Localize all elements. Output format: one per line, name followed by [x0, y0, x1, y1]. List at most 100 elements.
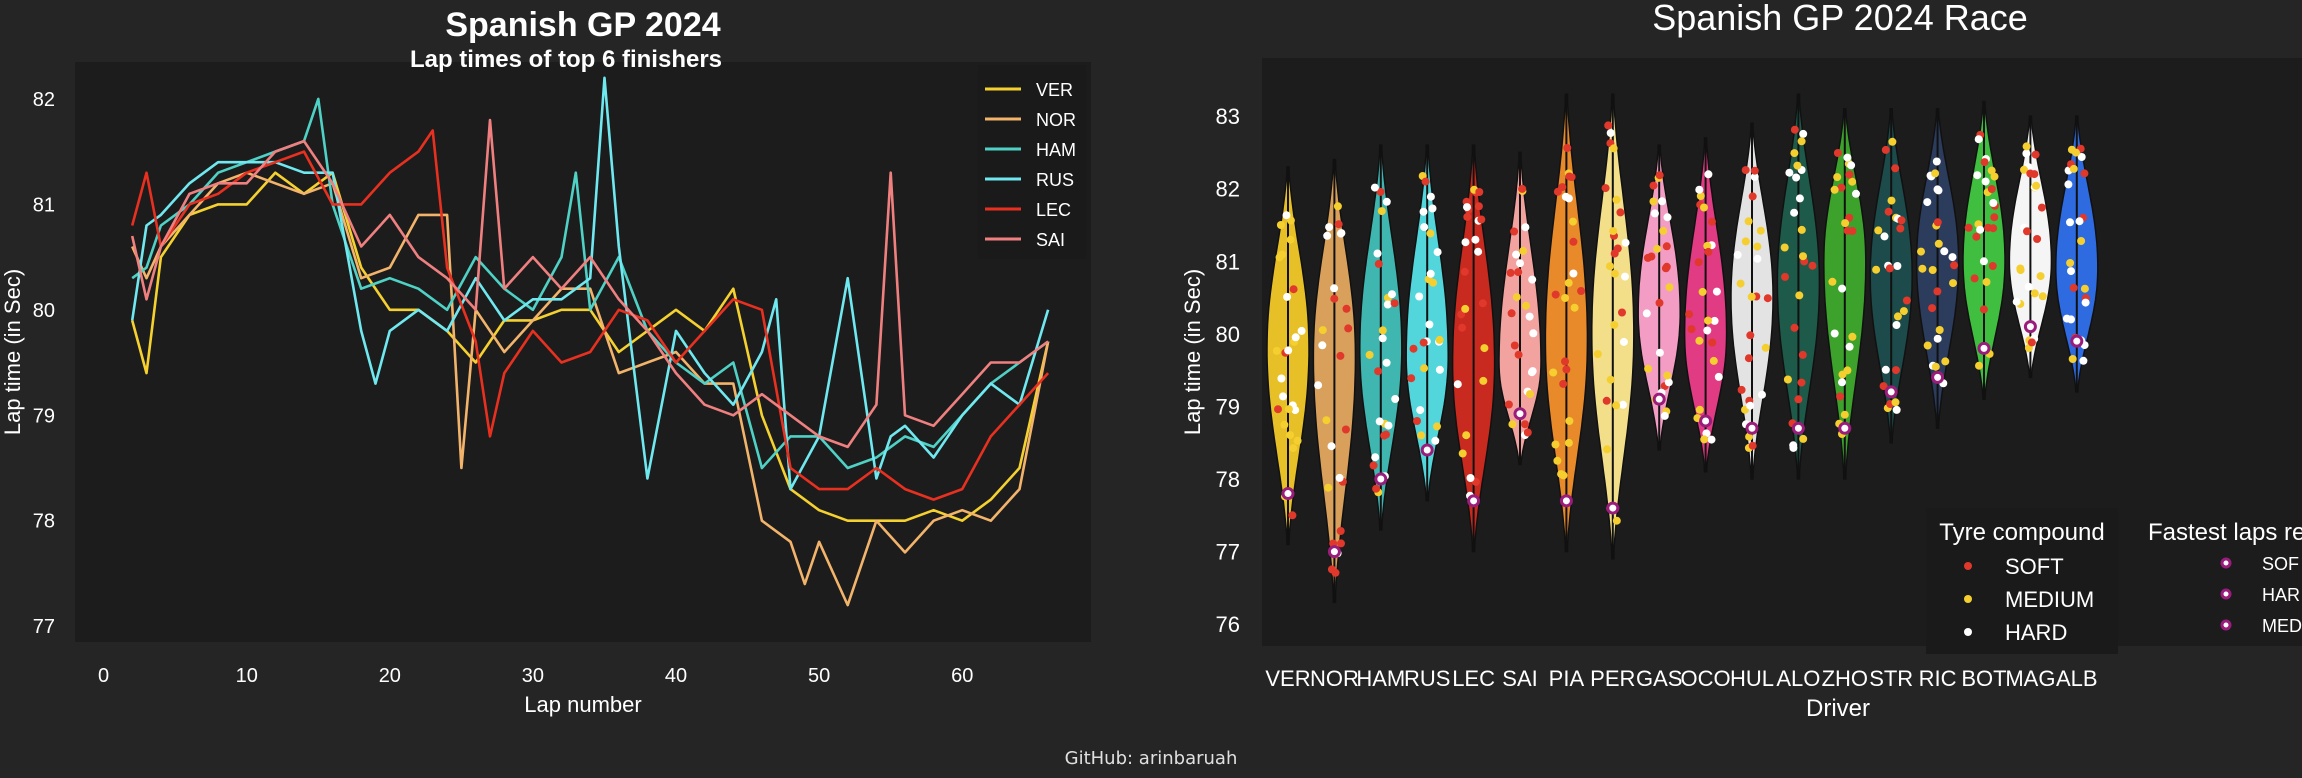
- lap-point-sai: [1512, 293, 1521, 302]
- left-y-tick-label: 81: [33, 194, 55, 216]
- lap-point-pia: [1564, 438, 1573, 447]
- lap-point-ver: [1272, 346, 1281, 355]
- lap-point-gas: [1664, 378, 1673, 387]
- lap-point-per: [1606, 262, 1614, 271]
- lap-point-per: [1621, 272, 1629, 281]
- tyre-compound-legend: Tyre compound SOFT MEDIUM HARD: [1926, 508, 2118, 654]
- lap-point-alb: [2064, 180, 2073, 189]
- driver-tick-bot: BOT: [1961, 666, 2006, 691]
- fastest-legend-label: MED: [2262, 616, 2302, 636]
- left-y-tick-label: 80: [33, 300, 55, 322]
- lap-point-nor: [1341, 425, 1350, 434]
- lap-point-ham: [1369, 461, 1378, 470]
- lap-point-hul: [1741, 166, 1750, 175]
- lap-point-rus: [1417, 431, 1426, 440]
- lap-point-zho: [1830, 329, 1839, 338]
- tyre-legend-marker-medium: [1964, 595, 1972, 603]
- lap-point-ham: [1382, 430, 1390, 439]
- lap-point-str: [1879, 382, 1888, 391]
- lap-point-ham: [1374, 367, 1383, 376]
- lap-point-ver: [1291, 333, 1300, 342]
- lap-point-ver: [1293, 436, 1302, 445]
- lap-point-sai: [1514, 350, 1523, 359]
- left-y-ticks: 77 78 79 80 81 82: [33, 89, 55, 638]
- lap-point-mag: [2030, 289, 2039, 298]
- lap-point-alb: [2069, 164, 2078, 173]
- lap-point-alb: [2067, 267, 2075, 276]
- lap-point-gas: [1650, 209, 1659, 218]
- lap-point-lec: [1479, 376, 1488, 385]
- lap-point-alo: [1785, 168, 1794, 177]
- lap-point-sai: [1504, 400, 1513, 409]
- lap-point-alb: [2066, 259, 2075, 267]
- lap-point-hul: [1746, 401, 1755, 410]
- fastest-lap-nor: [1327, 545, 1341, 559]
- lap-point-nor: [1318, 326, 1327, 335]
- lap-point-sai: [1523, 428, 1532, 437]
- left-x-tick-label: 0: [98, 665, 109, 687]
- series-line-lec: [130, 129, 1050, 501]
- lap-point-ric: [1928, 266, 1937, 274]
- lap-point-lec: [1474, 202, 1483, 211]
- lap-point-per: [1603, 445, 1612, 454]
- lap-point-pia: [1569, 217, 1577, 226]
- lap-point-ric: [1940, 247, 1949, 256]
- lap-point-per: [1609, 227, 1618, 236]
- lap-point-alo: [1790, 149, 1799, 158]
- fastest-lap-ric: [1931, 370, 1945, 384]
- lap-point-hul: [1753, 242, 1762, 251]
- lap-point-ham: [1374, 259, 1383, 268]
- lap-point-alo: [1799, 252, 1807, 261]
- lap-point-alo: [1790, 208, 1799, 217]
- lap-point-str: [1899, 307, 1908, 316]
- lap-point-per: [1619, 337, 1628, 346]
- lap-point-str: [1893, 262, 1902, 270]
- lap-point-bot: [1987, 185, 1996, 193]
- lap-point-ver: [1284, 346, 1293, 355]
- legend-label-sai: SAI: [1036, 230, 1065, 250]
- tyre-legend-label-soft: SOFT: [2005, 554, 2064, 579]
- lap-point-alo: [1799, 129, 1808, 138]
- lap-point-oco: [1708, 217, 1716, 226]
- lap-point-per: [1612, 401, 1621, 410]
- lap-point-alo: [1792, 173, 1801, 182]
- lap-point-per: [1601, 184, 1610, 193]
- lap-point-alb: [2077, 237, 2086, 245]
- lap-point-zho: [1847, 161, 1856, 170]
- lap-point-oco: [1685, 310, 1694, 319]
- lap-point-sai: [1528, 367, 1537, 376]
- lap-point-zho: [1833, 149, 1842, 157]
- lap-point-sai: [1512, 250, 1521, 259]
- lap-point-nor: [1337, 539, 1345, 548]
- right-chart-title: Spanish GP 2024 Race: [1652, 0, 2028, 38]
- lap-point-str: [1888, 137, 1897, 146]
- lap-point-ham: [1377, 207, 1386, 216]
- lap-point-hul: [1750, 172, 1759, 181]
- lap-point-str: [1897, 216, 1906, 225]
- lap-point-per: [1606, 129, 1615, 137]
- left-x-tick-label: 40: [665, 665, 687, 687]
- lap-point-nor: [1323, 231, 1332, 240]
- lap-point-oco: [1687, 325, 1696, 334]
- lap-point-oco: [1712, 287, 1721, 296]
- lap-point-lec: [1478, 299, 1487, 308]
- tyre-legend-marker-soft: [1964, 562, 1972, 570]
- lap-point-pia: [1553, 456, 1562, 465]
- left-x-tick-label: 20: [379, 665, 401, 687]
- fastest-lap-str: [1884, 385, 1898, 399]
- lap-point-rus: [1420, 223, 1429, 232]
- lap-point-sai: [1507, 309, 1516, 318]
- lap-point-bot: [1976, 225, 1985, 234]
- lap-point-bot: [1987, 166, 1996, 175]
- left-chart-subtitle: Lap times of top 6 finishers: [410, 46, 722, 73]
- lap-point-ric: [1933, 218, 1942, 227]
- lap-point-zho: [1848, 227, 1857, 235]
- lap-point-lec: [1453, 380, 1462, 389]
- lap-point-hul: [1761, 343, 1770, 352]
- lap-point-pia: [1561, 294, 1570, 302]
- lap-point-rus: [1425, 320, 1434, 329]
- lap-point-hul: [1736, 279, 1745, 288]
- lap-point-hul: [1744, 217, 1753, 226]
- lap-point-sai: [1521, 223, 1530, 232]
- lap-point-alo: [1783, 375, 1792, 384]
